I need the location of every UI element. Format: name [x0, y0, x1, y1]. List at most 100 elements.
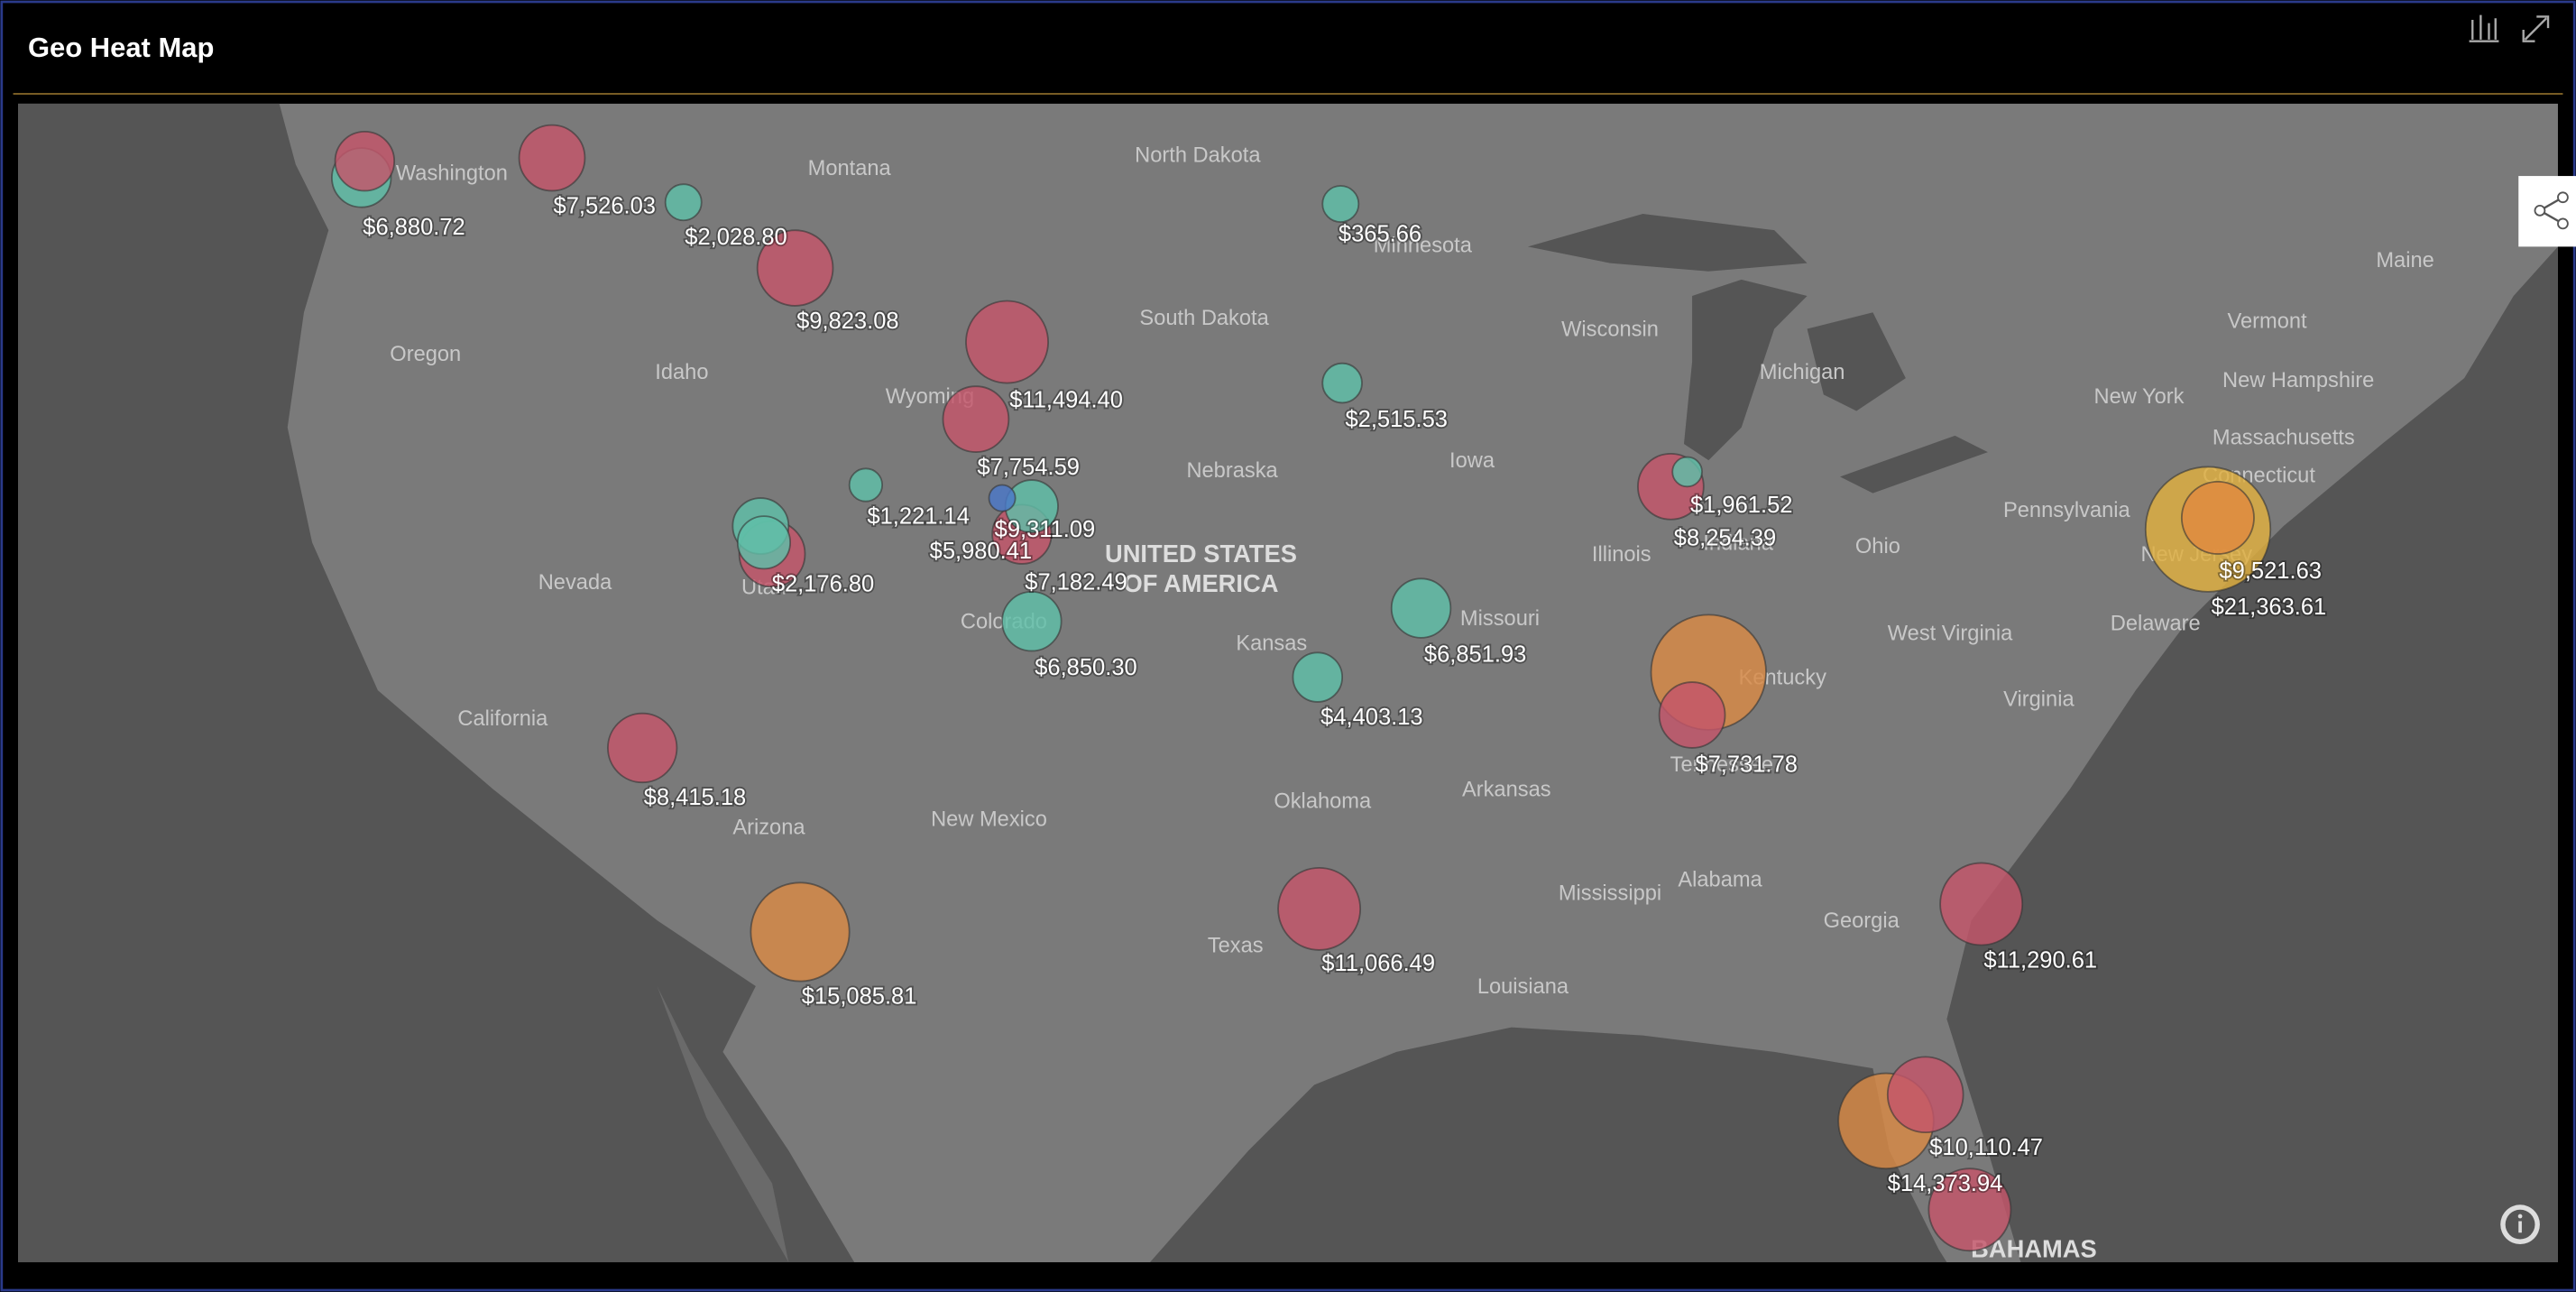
- state-label: Louisiana: [1477, 975, 1569, 999]
- lake-erie: [1840, 435, 1988, 494]
- bubble: [756, 229, 834, 307]
- value-label: $5,980.41: [930, 539, 1032, 564]
- state-label: Arizona: [732, 816, 805, 839]
- value-label: $14,373.94: [1888, 1171, 2003, 1196]
- state-label: Indiana: [1703, 531, 1773, 555]
- state-label: Montana: [808, 157, 892, 180]
- value-label: $9,311.09: [995, 517, 1096, 542]
- state-label: Nevada: [538, 571, 612, 595]
- value-label: $6,851.93: [1424, 642, 1526, 668]
- state-label: Wisconsin: [1561, 318, 1659, 342]
- state-label: Mississippi: [1559, 881, 1661, 905]
- bubble: [1658, 681, 1726, 749]
- bubble: [736, 515, 792, 570]
- lake-michigan: [1683, 279, 1808, 461]
- state-label: Michigan: [1760, 361, 1845, 384]
- expand-icon[interactable]: [2522, 15, 2550, 42]
- atlantic-ocean: [1946, 103, 2558, 1263]
- value-label: $2,028.80: [685, 225, 787, 250]
- chart-icon[interactable]: [2469, 14, 2499, 42]
- lake-superior: [1527, 213, 1808, 272]
- state-label: West Virginia: [1888, 623, 2013, 646]
- bubble: [664, 183, 703, 222]
- state-label: Illinois: [1592, 543, 1651, 567]
- gulf-of-mexico: [1150, 1027, 1947, 1263]
- state-label: Virginia: [2003, 688, 2075, 711]
- state-label: Vermont: [2228, 309, 2308, 333]
- state-label: South Dakota: [1139, 307, 1269, 330]
- pacific-ocean: [18, 103, 855, 1263]
- state-label: North Dakota: [1135, 143, 1261, 167]
- state-label: California: [457, 707, 548, 731]
- share-button[interactable]: [2518, 176, 2576, 247]
- value-label: $7,731.78: [1695, 752, 1797, 778]
- value-label: $21,363.61: [2212, 595, 2327, 620]
- value-label: $1,221.14: [867, 504, 969, 530]
- bubble: [1671, 456, 1703, 488]
- state-label: Tennessee: [1670, 753, 1773, 777]
- value-labels: $6,880.72 $7,526.03 $2,028.80 $9,823.08 $11,…: [361, 192, 2328, 1198]
- value-label: $10,110.47: [1929, 1135, 2043, 1160]
- value-label: $365.66: [1339, 221, 1421, 246]
- share-box[interactable]: [2518, 176, 2576, 247]
- bubble: [1292, 651, 1344, 703]
- value-label: $6,880.72: [363, 215, 465, 240]
- state-label: Idaho: [655, 361, 708, 384]
- value-label: $11,290.61: [1983, 947, 2097, 973]
- bubble: [1001, 590, 1063, 652]
- bubble: [518, 124, 586, 192]
- bubble: [607, 712, 678, 784]
- bubble: [750, 881, 851, 983]
- value-label: $2,515.53: [1345, 407, 1447, 432]
- state-label: Massachusetts: [2213, 427, 2355, 450]
- state-label: Georgia: [1824, 909, 1900, 933]
- value-label: $8,415.18: [644, 785, 746, 810]
- bubble: [965, 300, 1049, 384]
- state-label: Pennsylvania: [2003, 499, 2131, 522]
- country-label: OF AMERICA: [1123, 569, 1278, 597]
- value-label: $7,754.59: [977, 455, 1079, 480]
- value-label: $9,521.63: [2219, 558, 2321, 584]
- state-label: Maine: [2376, 249, 2433, 272]
- bubble: [1886, 1056, 1964, 1134]
- lake-huron: [1807, 312, 1906, 411]
- state-label: Missouri: [1460, 607, 1540, 631]
- state-label: Ohio: [1855, 535, 1900, 558]
- bubble: [1927, 1167, 2012, 1252]
- value-label: $11,066.49: [1321, 951, 1435, 976]
- state-label: Oklahoma: [1274, 789, 1372, 813]
- bubble: [988, 484, 1017, 512]
- value-label: $7,182.49: [1025, 570, 1127, 595]
- state-label: Washington: [396, 162, 508, 186]
- info-button[interactable]: [2500, 1204, 2540, 1244]
- bubble: [1277, 866, 1362, 951]
- bubbles: [331, 124, 2272, 1252]
- country-label: UNITED STATES: [1105, 540, 1297, 568]
- state-label: Delaware: [2111, 613, 2201, 636]
- value-label: $7,526.03: [554, 193, 656, 218]
- state-label: New Hampshire: [2222, 369, 2374, 392]
- value-label: $15,085.81: [802, 984, 917, 1010]
- state-label: Iowa: [1449, 449, 1495, 473]
- state-label: Nebraska: [1186, 459, 1278, 483]
- state-label: Kansas: [1236, 632, 1307, 655]
- value-label: $4,403.13: [1320, 705, 1422, 730]
- baja: [657, 986, 789, 1263]
- value-label: $11,494.40: [1009, 387, 1123, 412]
- state-label: New York: [2094, 385, 2185, 409]
- bubble: [2180, 480, 2255, 555]
- bubble: [1321, 362, 1363, 404]
- bubble: [1321, 185, 1360, 223]
- state-label: Oregon: [390, 343, 461, 366]
- state-label: New Mexico: [931, 808, 1047, 831]
- bubble: [942, 385, 1010, 453]
- bubble: [1390, 577, 1452, 639]
- state-label: Minnesota: [1374, 235, 1473, 258]
- bubble: [1939, 862, 2024, 946]
- state-label: Texas: [1208, 935, 1264, 958]
- value-label: $2,176.80: [772, 571, 874, 596]
- bubble: [848, 467, 884, 503]
- value-label: $1,961.52: [1690, 493, 1792, 518]
